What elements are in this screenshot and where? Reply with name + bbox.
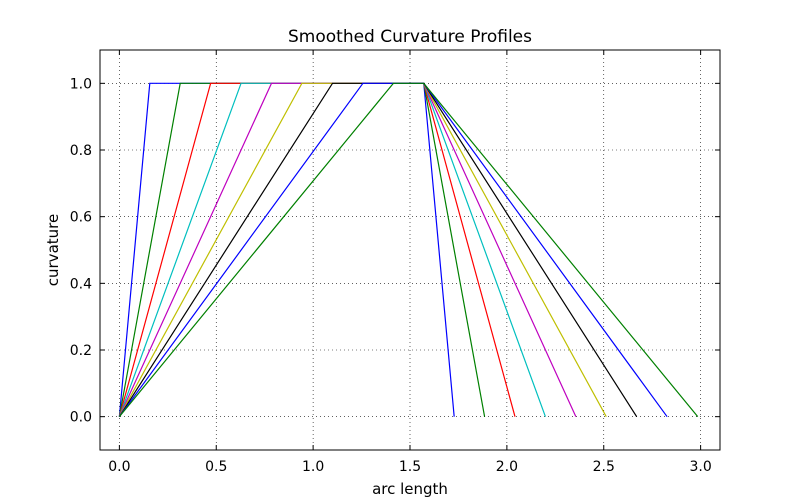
series-line-2 (118, 82, 486, 417)
x-axis-label: arc length (372, 480, 448, 498)
y-tick-label: 0.2 (70, 343, 92, 359)
x-tick-label: 2.0 (496, 459, 518, 475)
series-group (118, 82, 699, 418)
series-line-5 (118, 82, 577, 417)
chart-title: Smoothed Curvature Profiles (288, 27, 532, 47)
grid (100, 50, 720, 450)
y-axis-label: curvature (44, 214, 62, 286)
x-tick-label: 2.5 (593, 459, 615, 475)
y-tick-label: 0.6 (70, 210, 92, 226)
series-line-6 (118, 82, 607, 417)
series-line-9 (118, 82, 699, 418)
x-tick-label: 0.5 (205, 459, 227, 475)
series-line-8 (118, 82, 668, 418)
y-tick-label: 0.0 (70, 410, 92, 426)
x-tick-label: 1.0 (302, 459, 324, 475)
x-tick-label: 1.5 (399, 459, 421, 475)
y-tick-label: 0.4 (70, 276, 92, 292)
series-line-4 (118, 82, 546, 417)
ticks: 0.0 0.5 1.0 1.5 2.0 2.5 3.0 0.0 0.2 0.4 0.6 0.8 1.0 (70, 50, 720, 475)
series-line-1 (118, 82, 455, 417)
y-tick-label: 1.0 (70, 76, 92, 92)
x-tick-label: 0.0 (108, 459, 130, 475)
y-tick-label: 0.8 (70, 143, 92, 159)
x-tick-label: 3.0 (689, 459, 711, 475)
